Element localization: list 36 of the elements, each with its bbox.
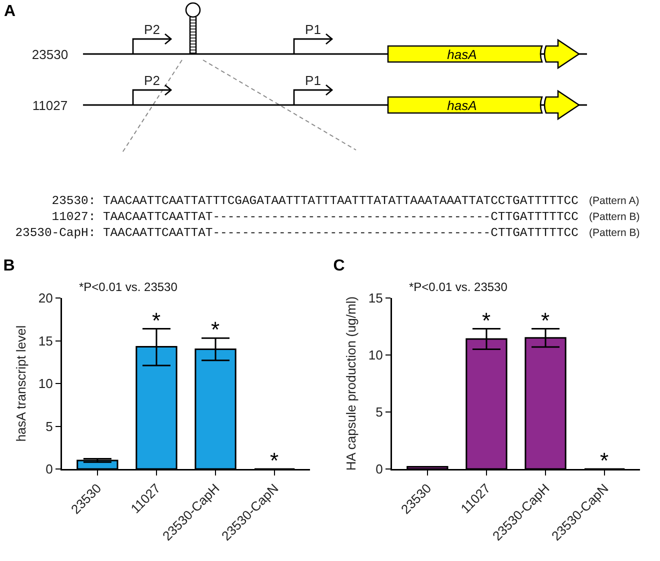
annotation: * [600, 448, 609, 473]
y-axis-title: HA capsule production (ug/ml) [344, 296, 358, 471]
text: hasA [447, 98, 477, 113]
annotation: * [270, 448, 279, 473]
y-tick-label: 15 [38, 333, 53, 348]
chart-title: B [3, 258, 15, 275]
y-axis-title: hasA transcript level [14, 325, 28, 442]
y-tick-label: 10 [368, 348, 383, 363]
text: 23530: TAACAATTCAATTATTTCGAGATAATTTATTTAATTTATATTAAATAAATTATCCTGATTTTTCC [52, 194, 578, 208]
y-tick-label: 20 [38, 290, 53, 306]
annotation: * [211, 317, 220, 342]
chart-title: C [333, 258, 346, 275]
y-tick-label: 15 [368, 290, 383, 306]
y-tick-label: 5 [376, 404, 383, 420]
text: *P<0.01 vs. 23530 [79, 280, 178, 294]
text: (Pattern A) [589, 195, 640, 207]
text: P2 [144, 22, 160, 37]
text: A [4, 3, 16, 20]
y-tick-label: 0 [46, 462, 53, 477]
text: 11027: TAACAATTCAATTAT--------------------------------------CTTGATTTTTCC [52, 210, 578, 224]
text: 23530-CapH: TAACAATTCAATTAT--------------------------------------CTTGATTTTTCC [15, 226, 578, 240]
text: P1 [305, 22, 321, 37]
text: hasA [447, 47, 477, 62]
annotation: * [152, 308, 161, 333]
text: P2 [144, 73, 160, 88]
text: 23530 [32, 47, 68, 62]
annotation: * [482, 308, 491, 333]
y-tick-label: 5 [46, 418, 53, 434]
text: 11027 [32, 98, 68, 113]
text: P1 [305, 73, 321, 88]
text: (Pattern B) [589, 211, 640, 223]
y-tick-label: 10 [38, 376, 53, 392]
text: (Pattern B) [589, 227, 640, 239]
annotation: * [541, 308, 550, 333]
text: *P<0.01 vs. 23530 [409, 280, 508, 294]
y-tick-label: 0 [376, 462, 383, 477]
